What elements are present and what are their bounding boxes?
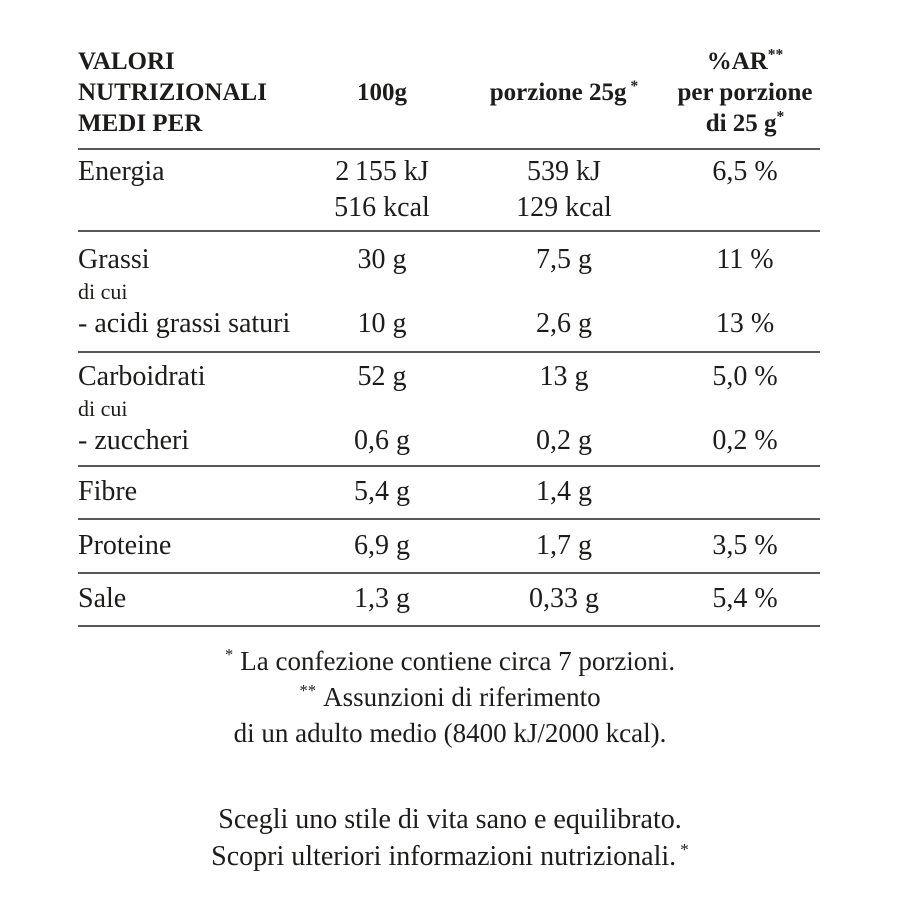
fibre-portion: 1,4 g <box>536 476 592 507</box>
spacer <box>458 278 670 306</box>
energia-portion-kj: 539 kJ <box>527 156 601 187</box>
grassi-di-cui: di cui <box>78 279 128 304</box>
carboidrati-portion-col: 13 g 0,2 g <box>458 359 670 459</box>
carboidrati-per100: 52 g <box>357 361 407 392</box>
grassi-per100: 30 g <box>357 244 407 275</box>
nutrient-label: Grassi <box>78 244 150 275</box>
nutrient-label: Carboidrati <box>78 361 206 392</box>
carboidrati-portion: 13 g <box>539 361 589 392</box>
header-col-ar: %AR** per porzione di 25 g* <box>670 46 820 139</box>
header-ar-line3-asterisk: * <box>776 108 785 126</box>
carboidrati-sub-ar: 0,2 % <box>712 425 778 456</box>
carboidrati-sub-per100: 0,6 g <box>354 425 410 456</box>
spacer <box>458 395 670 423</box>
table-row-energia: Energia 2 155 kJ 516 kcal 539 kJ 129 kca… <box>78 150 820 232</box>
header-portion-text: porzione 25g <box>489 79 627 106</box>
carboidrati-ar-col: 5,0 % 0,2 % <box>670 359 820 459</box>
footnote-asterisk: * <box>224 645 234 664</box>
header-ar-line3: di 25 g* <box>670 108 820 139</box>
header-col1-line2: NUTRIZIONALI <box>78 79 267 106</box>
footnote-reference-intakes: ** Assunzioni di riferimento <box>0 679 900 715</box>
claim-lifestyle: Scegli uno stile di vita sano e equilibr… <box>218 804 682 835</box>
footnote-portions: * La confezione contiene circa 7 porzioni… <box>0 643 900 679</box>
table-row-proteine: Proteine 6,9 g 1,7 g 3,5 % <box>78 520 820 574</box>
energia-per100-kcal: 516 kcal <box>334 192 430 223</box>
header-ar-asterisks: ** <box>767 46 784 64</box>
sale-portion: 0,33 g <box>529 583 599 614</box>
nutrition-table: VALORI NUTRIZIONALI MEDI PER 100g porzio… <box>78 0 820 627</box>
spacer <box>670 395 820 423</box>
sale-ar: 5,4 % <box>712 583 778 614</box>
header-col1-line1: VALORI <box>78 48 175 75</box>
claim-more-info: Scopri ulteriori informazioni nutriziona… <box>0 838 900 875</box>
proteine-ar: 3,5 % <box>712 530 778 561</box>
header-ar-text: %AR <box>706 48 768 75</box>
header-ar-line3-text: di 25 g <box>705 110 777 137</box>
energia-portion-kcal: 129 kcal <box>516 192 612 223</box>
nutrient-label: Energia <box>78 156 165 187</box>
carboidrati-labels: Carboidrati di cui - zuccheri <box>78 359 306 459</box>
grassi-ar-col: 11 % 13 % <box>670 242 820 342</box>
header-col-portion: porzione 25g * <box>458 77 670 108</box>
carboidrati-sub-portion: 0,2 g <box>536 425 592 456</box>
footnote-double-asterisk: ** <box>299 681 317 700</box>
grassi-labels: Grassi di cui - acidi grassi saturi <box>78 242 306 342</box>
carboidrati-ar: 5,0 % <box>712 361 778 392</box>
nutrient-label: Fibre <box>78 476 138 507</box>
header-ar-line2: per porzione <box>677 79 813 106</box>
spacer <box>670 278 820 306</box>
header-col1-line3: MEDI PER <box>78 110 203 137</box>
header-ar-line1: %AR** <box>670 46 820 77</box>
grassi-per100-col: 30 g 10 g <box>306 242 458 342</box>
header-portion-asterisk: * <box>630 77 639 95</box>
grassi-portion-col: 7,5 g 2,6 g <box>458 242 670 342</box>
table-row-fibre: Fibre 5,4 g 1,4 g <box>78 467 820 520</box>
grassi-sub-label: - acidi grassi saturi <box>78 308 291 339</box>
sale-per100: 1,3 g <box>354 583 410 614</box>
table-header-row: VALORI NUTRIZIONALI MEDI PER 100g porzio… <box>78 0 820 150</box>
carboidrati-sub-label: - zuccheri <box>78 425 190 456</box>
carboidrati-per100-col: 52 g 0,6 g <box>306 359 458 459</box>
fibre-per100: 5,4 g <box>354 476 410 507</box>
energia-ar: 6,5 % <box>712 156 778 187</box>
health-claims: Scegli uno stile di vita sano e equilibr… <box>0 801 900 875</box>
grassi-sub-ar: 13 % <box>715 308 775 339</box>
spacer <box>306 395 458 423</box>
table-row-grassi: Grassi di cui - acidi grassi saturi 30 g… <box>78 232 820 353</box>
nutrient-label: Proteine <box>78 530 172 561</box>
footnote-portions-text: La confezione contiene circa 7 porzioni. <box>240 646 676 676</box>
claim-asterisk: * <box>680 839 689 859</box>
energia-portion: 539 kJ 129 kcal <box>458 154 670 226</box>
spacer <box>306 278 458 306</box>
footnote-reference-text: Assunzioni di riferimento <box>323 682 601 712</box>
proteine-per100: 6,9 g <box>354 530 410 561</box>
footnotes: * La confezione contiene circa 7 porzioni… <box>0 643 900 751</box>
table-row-sale: Sale 1,3 g 0,33 g 5,4 % <box>78 574 820 627</box>
energia-per100: 2 155 kJ 516 kcal <box>306 154 458 226</box>
claim-more-info-text: Scopri ulteriori informazioni nutriziona… <box>211 841 677 872</box>
fibre-ar <box>670 474 820 510</box>
footnote-adult-reference: di un adulto medio (8400 kJ/2000 kcal). <box>233 718 667 748</box>
proteine-portion: 1,7 g <box>536 530 592 561</box>
nutrient-label: Sale <box>78 583 127 614</box>
table-row-carboidrati: Carboidrati di cui - zuccheri 52 g 0,6 g… <box>78 353 820 467</box>
grassi-sub-per100: 10 g <box>357 308 407 339</box>
grassi-ar: 11 % <box>716 244 774 275</box>
header-col-100g: 100g <box>357 79 407 106</box>
grassi-portion: 7,5 g <box>536 244 592 275</box>
energia-per100-kj: 2 155 kJ <box>335 156 429 187</box>
grassi-sub-portion: 2,6 g <box>536 308 592 339</box>
header-col-nutrients: VALORI NUTRIZIONALI MEDI PER <box>78 46 306 139</box>
carboidrati-di-cui: di cui <box>78 396 128 421</box>
